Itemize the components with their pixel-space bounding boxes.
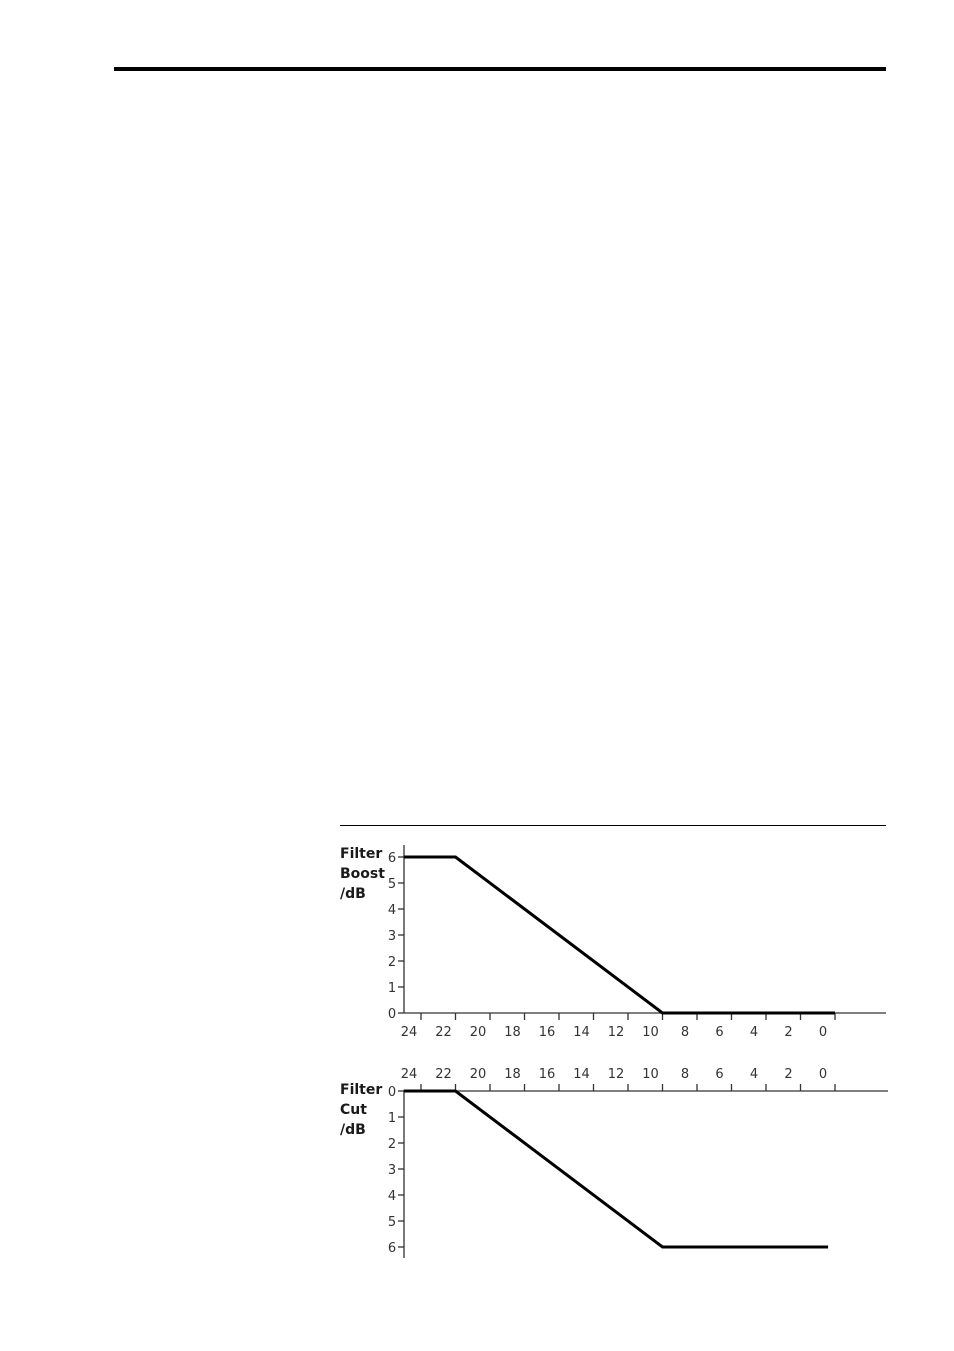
x-tick-label: 16	[539, 1025, 556, 1040]
x-tick-label: 24	[401, 1025, 418, 1040]
x-tick-label: 12	[608, 1025, 625, 1040]
y-tick-label: 5	[388, 877, 396, 892]
x-tick-label: 4	[750, 1025, 758, 1040]
x-tick-label: 6	[715, 1025, 723, 1040]
x-tick-label: 22	[435, 1067, 452, 1082]
y-tick-label: 1	[388, 1111, 396, 1126]
y-tick-label: 6	[388, 851, 396, 866]
figure-top-rule	[340, 825, 886, 826]
x-tick-label: 20	[470, 1067, 487, 1082]
x-tick-label: 6	[715, 1067, 723, 1082]
x-tick-label: 2	[784, 1067, 792, 1082]
x-tick-label: 18	[504, 1067, 521, 1082]
x-tick-label: 20	[470, 1025, 487, 1040]
x-tick-label: 8	[681, 1025, 689, 1040]
y-tick-label: 4	[388, 1189, 396, 1204]
y-axis-label-line: Filter	[340, 846, 382, 862]
x-tick-label: 24	[401, 1067, 418, 1082]
x-tick-label: 2	[784, 1025, 792, 1040]
x-tick-label: 14	[573, 1025, 590, 1040]
y-axis-label-line: /dB	[340, 1122, 366, 1138]
y-tick-label: 3	[388, 929, 396, 944]
y-tick-label: 6	[388, 1241, 396, 1256]
response-curve	[403, 1089, 829, 1249]
x-tick-label: 12	[608, 1067, 625, 1082]
y-tick-label: 4	[388, 903, 396, 918]
x-tick-label: 14	[573, 1067, 590, 1082]
y-axis-label-line: Cut	[340, 1102, 367, 1118]
y-tick-label: 5	[388, 1215, 396, 1230]
y-tick-label: 0	[388, 1085, 396, 1100]
x-tick-label: 8	[681, 1067, 689, 1082]
x-tick-label: 22	[435, 1025, 452, 1040]
x-tick-label: 0	[819, 1067, 827, 1082]
y-tick-label: 1	[388, 981, 396, 996]
y-tick-label: 3	[388, 1163, 396, 1178]
x-tick-label: 18	[504, 1025, 521, 1040]
y-axis-label-line: Filter	[340, 1082, 382, 1098]
x-tick-label: 4	[750, 1067, 758, 1082]
x-tick-label: 0	[819, 1025, 827, 1040]
y-tick-label: 0	[388, 1007, 396, 1022]
y-tick-label: 2	[388, 955, 396, 970]
y-axis-label-line: Boost	[340, 866, 385, 882]
x-tick-label: 10	[642, 1025, 659, 1040]
x-tick-label: 16	[539, 1067, 556, 1082]
x-tick-label: 10	[642, 1067, 659, 1082]
y-tick-label: 2	[388, 1137, 396, 1152]
header-rule	[114, 67, 886, 71]
y-axis-label-line: /dB	[340, 886, 366, 902]
response-curve	[403, 855, 835, 1015]
